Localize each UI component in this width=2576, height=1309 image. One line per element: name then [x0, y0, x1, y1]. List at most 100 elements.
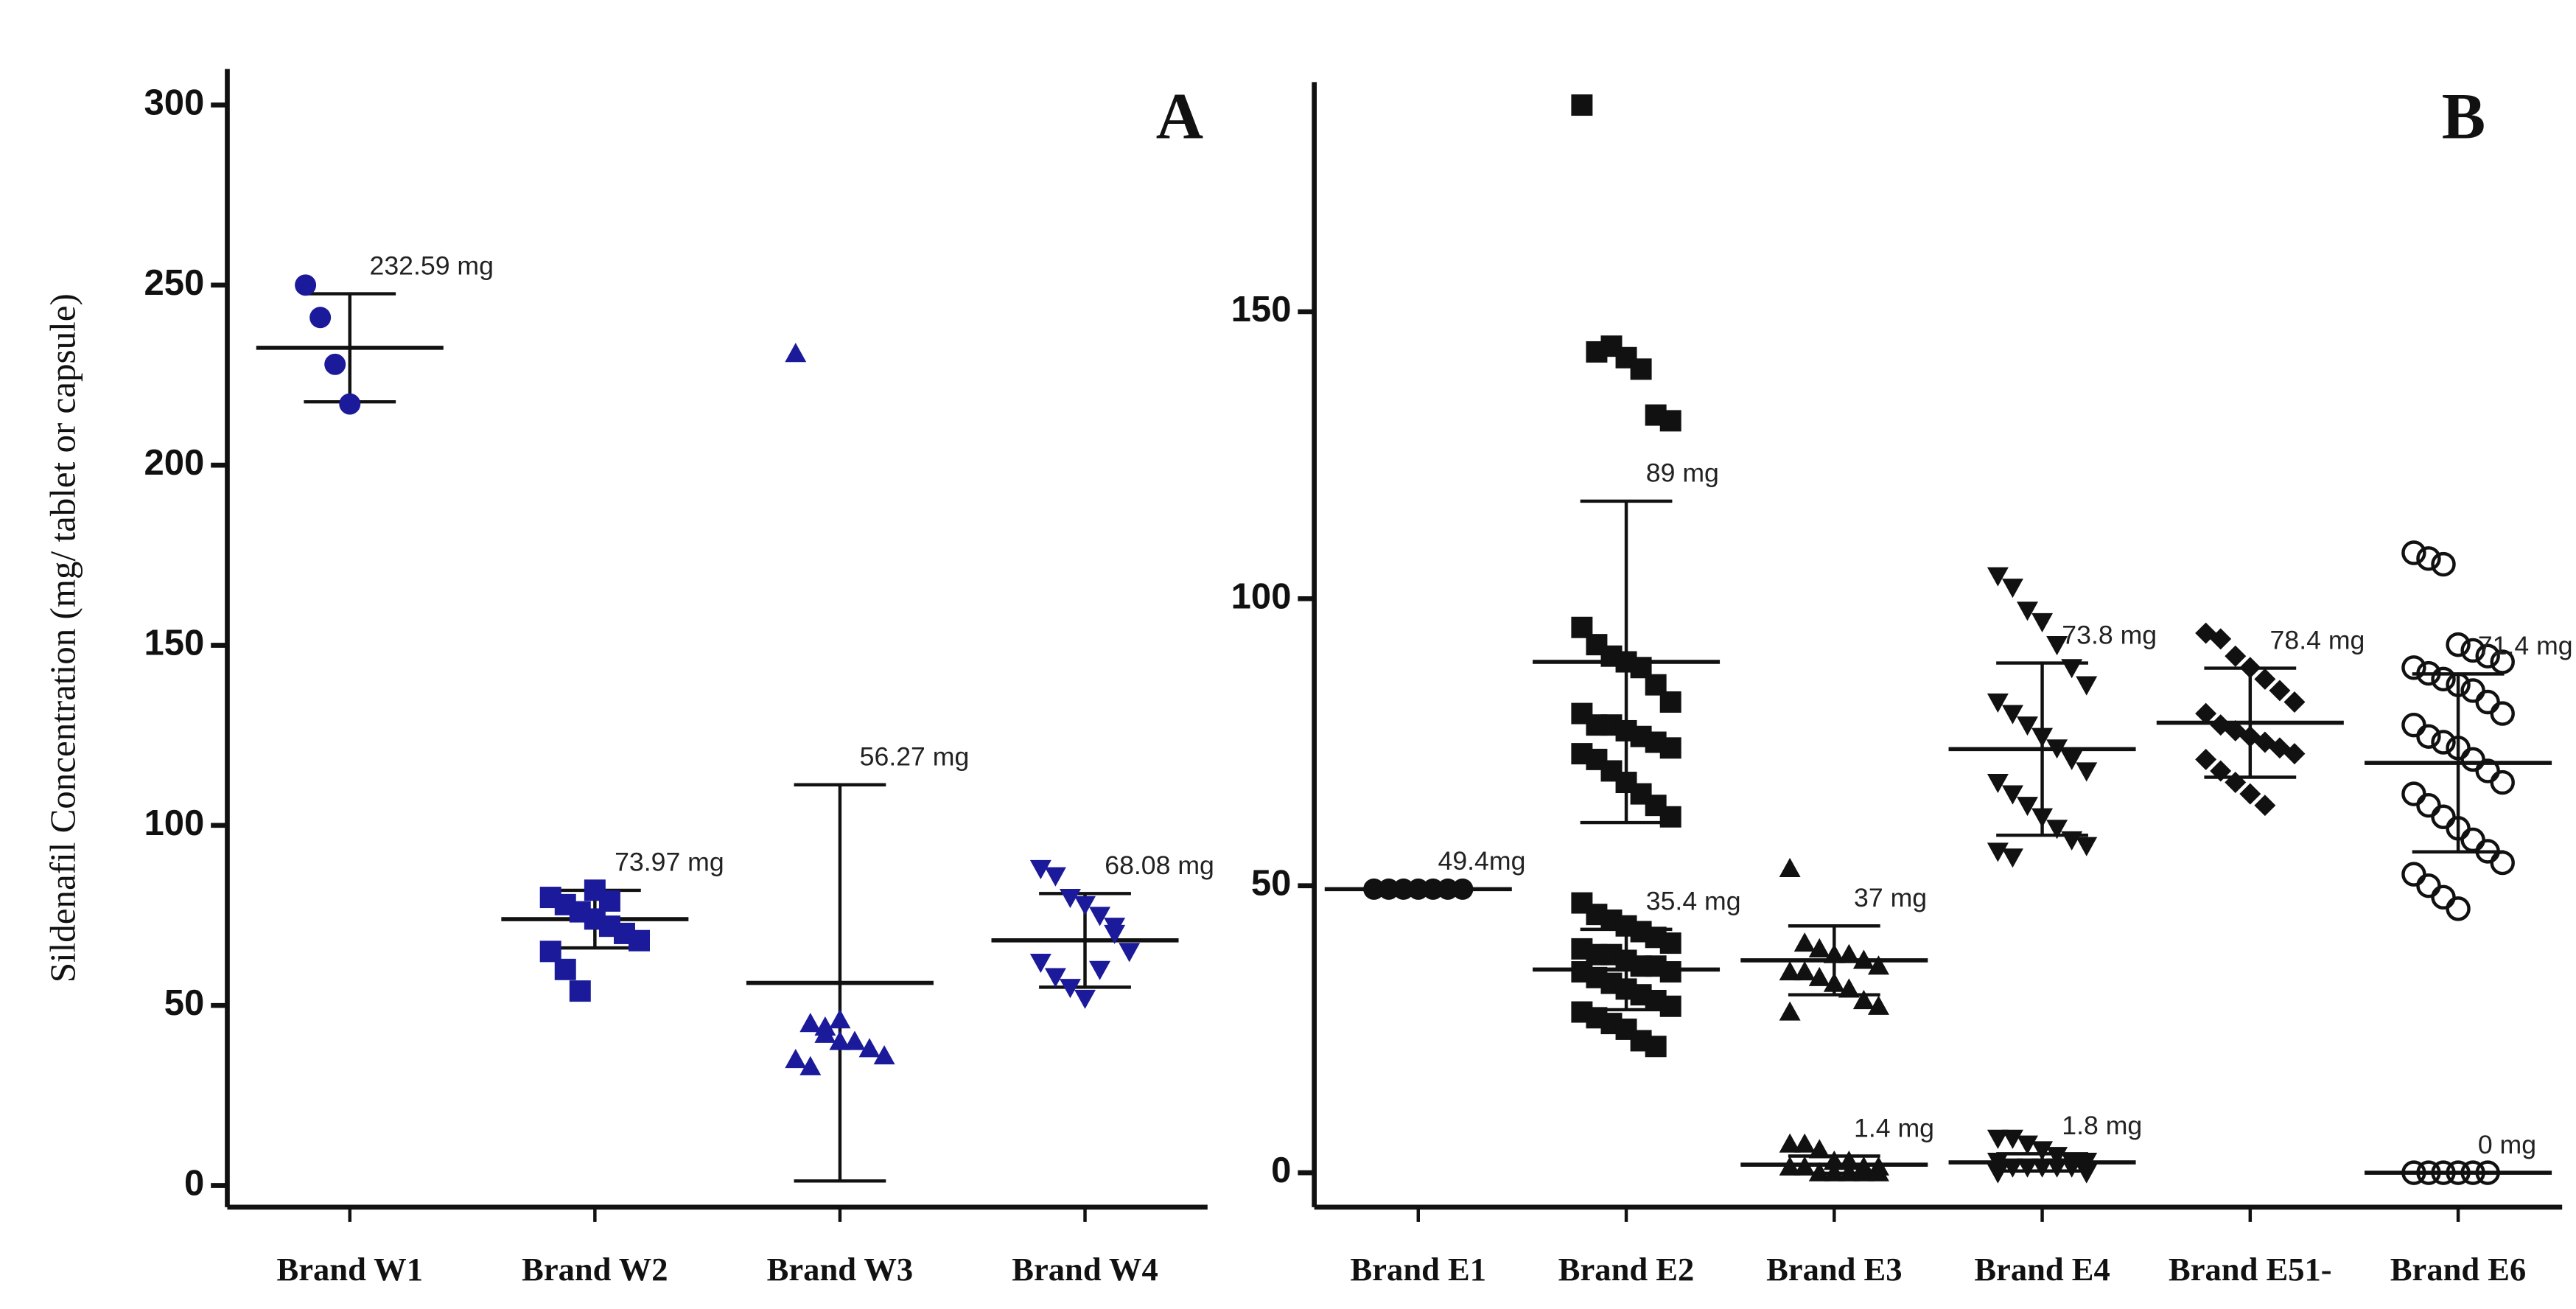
point [2001, 785, 2023, 805]
x-tick-label: Brand E51- [2169, 1251, 2332, 1288]
point [2046, 1158, 2068, 1178]
point [2254, 795, 2276, 817]
x-tick-label: Brand E2 [1558, 1251, 1694, 1288]
point [844, 1030, 866, 1050]
point [2225, 772, 2247, 794]
point [2239, 657, 2261, 679]
point [799, 1055, 822, 1075]
point [2001, 1129, 2023, 1149]
point [2076, 676, 2098, 696]
point [1659, 737, 1681, 759]
point [2460, 638, 2485, 663]
x-tick-label: Brand E6 [2390, 1251, 2526, 1288]
point [1659, 806, 1681, 828]
value-label: 56.27 mg [860, 742, 970, 772]
point [2460, 747, 2485, 772]
point [2225, 645, 2247, 667]
point [2017, 797, 2038, 817]
y-tick-label: 250 [144, 263, 205, 303]
point [1659, 995, 1681, 1017]
point [2017, 601, 2038, 621]
point [2046, 820, 2068, 839]
point [569, 980, 591, 1002]
point [1808, 966, 1830, 986]
x-tick-label: Brand W4 [1012, 1251, 1158, 1288]
value-label: 71.4 mg [2478, 631, 2573, 660]
point [2239, 783, 2261, 805]
point [1987, 1164, 2009, 1184]
point [2195, 748, 2217, 770]
point [2460, 1160, 2485, 1185]
value-label: 49.4mg [1438, 846, 1526, 876]
value-label: 1.4 mg [1854, 1113, 1934, 1142]
value-label: 1.8 mg [2062, 1111, 2142, 1140]
y-tick-label: 150 [1231, 290, 1292, 329]
point [1867, 955, 1889, 975]
point [785, 343, 807, 363]
point [2431, 666, 2456, 692]
point [1044, 867, 1066, 887]
point [2076, 762, 2098, 782]
x-tick-label: Brand W3 [767, 1251, 913, 1288]
panel-label: B [2442, 81, 2485, 153]
value-label: 68.08 mg [1105, 851, 1214, 880]
x-tick-label: Brand E4 [1974, 1251, 2110, 1288]
point [2446, 672, 2471, 697]
point [1867, 995, 1889, 1015]
point [2431, 804, 2456, 829]
y-tick-label: 150 [144, 623, 205, 663]
value-label: 89 mg [1646, 458, 1719, 488]
point [1437, 878, 1459, 900]
point [2490, 850, 2515, 876]
x-tick-label: Brand E1 [1351, 1251, 1486, 1288]
point [2475, 643, 2500, 669]
point [2416, 724, 2441, 749]
point [2046, 636, 2068, 656]
point [1779, 1001, 1801, 1021]
value-label: 0 mg [2478, 1130, 2536, 1159]
point [2210, 628, 2232, 650]
point [2416, 873, 2441, 898]
point [2446, 896, 2471, 921]
point [1104, 918, 1126, 938]
point [2046, 1147, 2068, 1167]
point [1029, 859, 1051, 879]
point [1823, 1162, 1845, 1181]
point [1793, 1156, 1816, 1176]
point [1808, 1162, 1830, 1181]
point [2431, 1160, 2456, 1185]
point [2269, 680, 2291, 702]
point [1823, 943, 1845, 963]
x-tick-label: Brand W1 [277, 1251, 423, 1288]
point [1987, 1129, 2009, 1149]
point [1363, 878, 1385, 900]
x-tick-label: Brand E3 [1766, 1251, 1902, 1288]
point [2210, 760, 2232, 782]
point [785, 1048, 807, 1069]
point [1823, 972, 1845, 992]
point [2061, 831, 2083, 851]
point [2416, 792, 2441, 818]
value-label: 35.4 mg [1646, 887, 1741, 916]
point [1838, 978, 1860, 998]
point [295, 274, 317, 296]
point [2031, 612, 2054, 632]
point [2031, 808, 2054, 828]
point [1659, 932, 1681, 954]
point [1867, 1162, 1889, 1181]
point [1074, 896, 1096, 915]
point [2283, 743, 2306, 765]
point [1987, 1152, 2009, 1173]
point [1630, 358, 1652, 380]
point [1645, 1036, 1667, 1058]
point [1659, 691, 1681, 713]
point [2017, 1158, 2038, 1178]
y-tick-label: 0 [1271, 1151, 1291, 1190]
point [2017, 716, 2038, 736]
point [2061, 659, 2083, 679]
point [1659, 410, 1681, 432]
point [2446, 632, 2471, 657]
point [2431, 884, 2456, 910]
